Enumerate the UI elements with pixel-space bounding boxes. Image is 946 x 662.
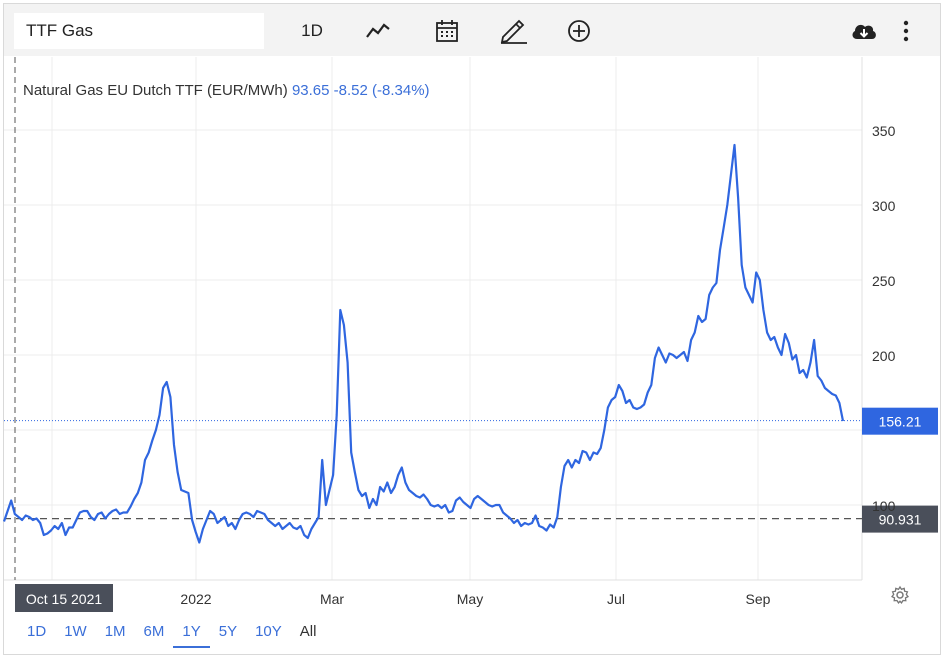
plus-circle-icon[interactable] <box>559 13 599 49</box>
symbol-search-input[interactable] <box>14 13 264 49</box>
crosshair-y-label: 90.931 <box>879 512 922 528</box>
x-tick-label: Mar <box>320 591 344 607</box>
last-price-label-bg <box>862 407 938 435</box>
interval-button[interactable]: 1D <box>301 21 323 40</box>
x-tick-label: 2022 <box>180 591 211 607</box>
toolbar: 1D <box>4 4 940 56</box>
price-change: -8.52 (-8.34%) <box>333 82 430 99</box>
calendar-icon[interactable] <box>427 13 467 49</box>
x-tick-label: May <box>457 591 483 607</box>
pencil-icon[interactable] <box>494 13 534 49</box>
range-button-all[interactable]: All <box>299 623 317 640</box>
chart-grid <box>4 57 863 581</box>
crosshair-x-label-bg <box>15 584 113 612</box>
range-button-1y[interactable]: 1Y <box>173 618 210 648</box>
y-tick-label: 300 <box>872 198 896 214</box>
more-vertical-icon[interactable] <box>894 13 918 49</box>
range-button-1w[interactable]: 1W <box>64 623 87 640</box>
range-selector: 1D 1W 1M 6M 1Y 5Y 10Y All <box>18 618 325 648</box>
crosshair-y-label-bg <box>862 505 938 533</box>
gear-icon[interactable] <box>890 585 910 605</box>
last-price-label: 156.21 <box>879 414 922 430</box>
series-name: Natural Gas EU Dutch TTF (EUR/MWh) <box>23 82 288 99</box>
last-value: 93.65 <box>291 82 330 99</box>
series-line <box>2 143 845 544</box>
y-tick-label: 250 <box>872 273 896 289</box>
range-button-6m[interactable]: 6M <box>143 623 165 640</box>
series-legend: Natural Gas EU Dutch TTF (EUR/MWh) 93.65… <box>23 82 430 99</box>
y-tick-label: 350 <box>872 123 896 139</box>
range-button-5y[interactable]: 5Y <box>218 623 238 640</box>
range-button-1d[interactable]: 1D <box>27 623 47 640</box>
line-chart-icon[interactable] <box>358 13 398 49</box>
chart-marks: 156.21 90.931 Oct 15 2021 <box>2 57 938 612</box>
chart-widget <box>3 3 941 655</box>
chart-axes: 350 300 250 200 100 2022 Mar May Jul Sep <box>180 123 895 607</box>
range-button-10y[interactable]: 10Y <box>255 623 282 640</box>
cloud-download-icon[interactable] <box>844 13 884 49</box>
x-tick-label: Sep <box>746 591 771 607</box>
range-button-1m[interactable]: 1M <box>104 623 126 640</box>
y-tick-label: 200 <box>872 348 896 364</box>
crosshair-x-label: Oct 15 2021 <box>26 591 102 607</box>
y-tick-label: 100 <box>872 498 896 514</box>
x-tick-label: Jul <box>607 591 625 607</box>
